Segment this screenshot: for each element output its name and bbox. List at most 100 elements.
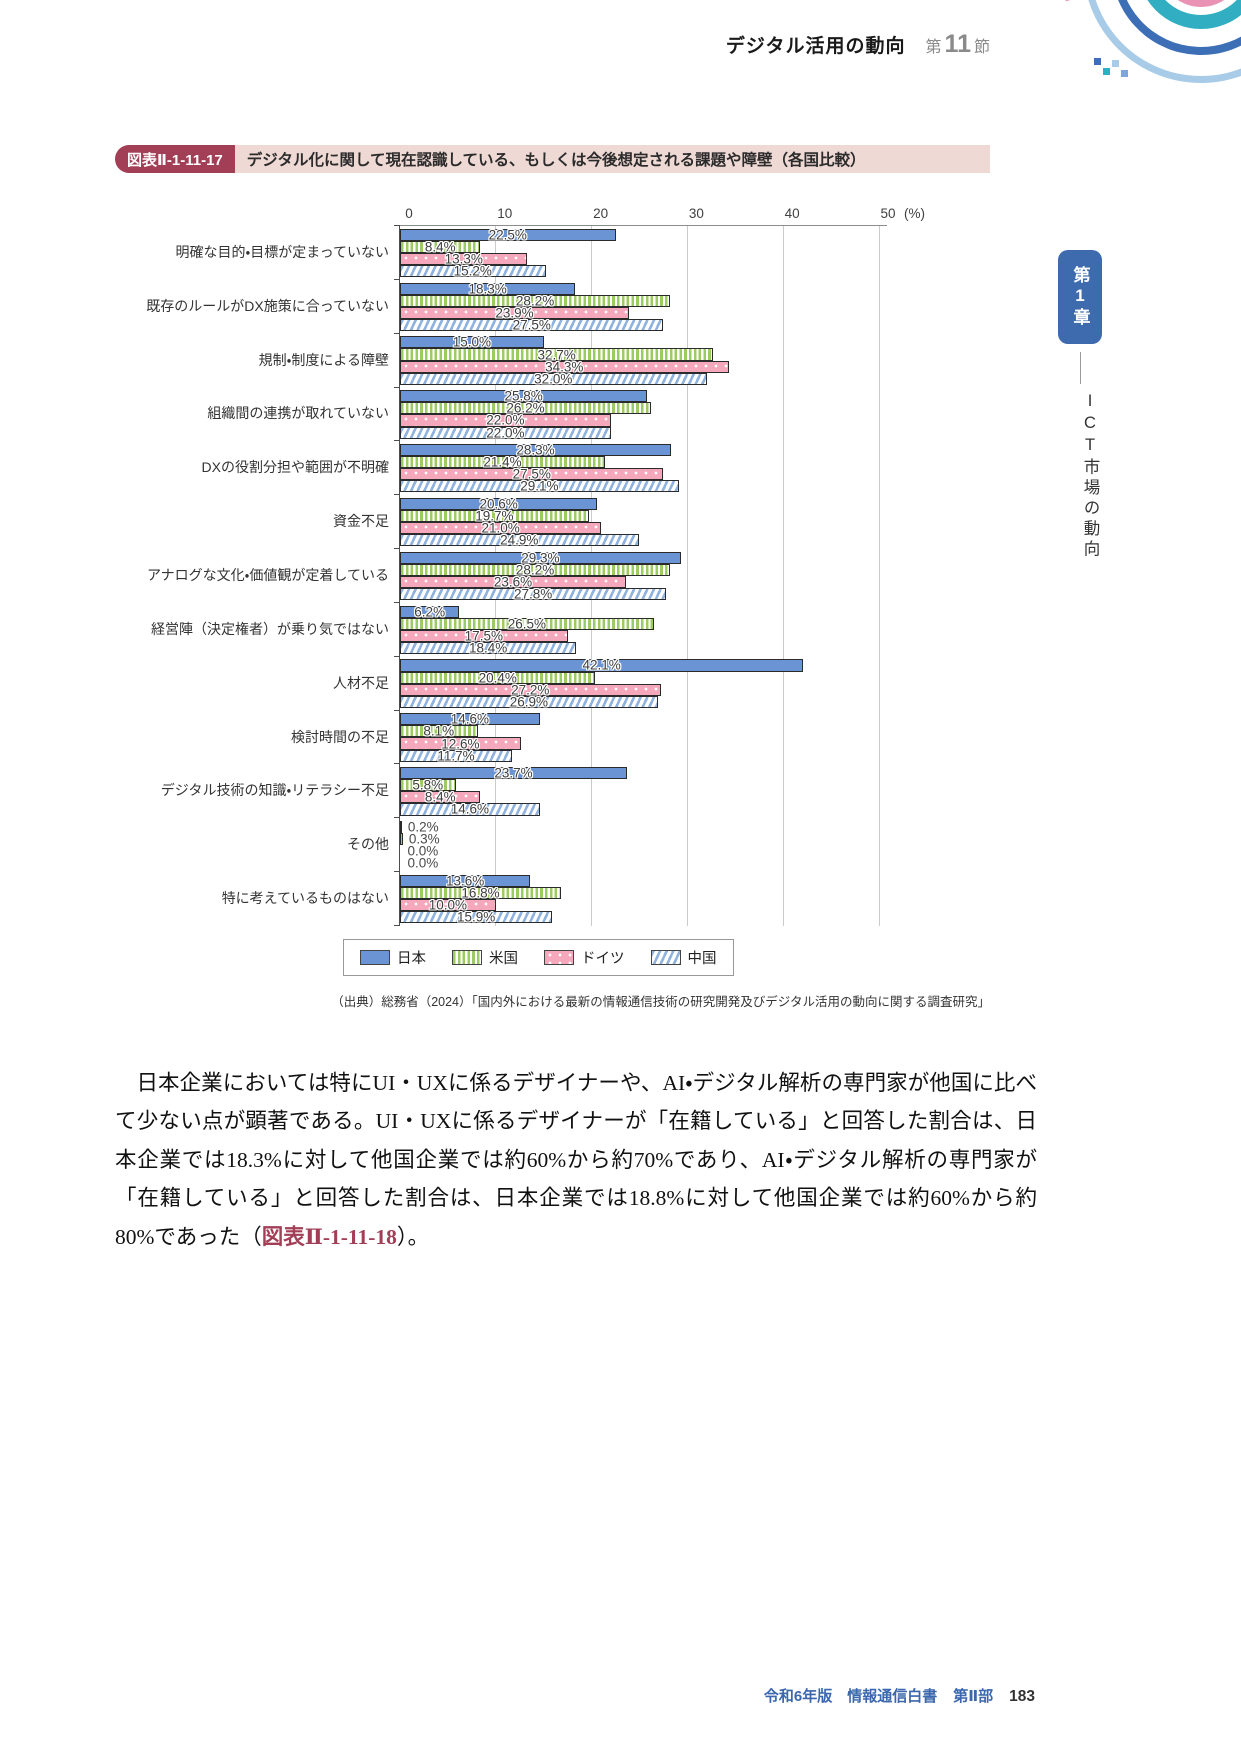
gridline — [782, 226, 784, 926]
figure-title-row: 図表Ⅱ-1-11-17 デジタル化に関して現在認識している、もしくは今後想定され… — [115, 145, 990, 173]
bar-china — [400, 480, 679, 493]
deco-ring-lightblue — [1056, 0, 1241, 110]
bar-row: 6.2% — [400, 605, 887, 618]
category-label: 明確な目的・目標が定まっていない — [175, 243, 390, 260]
footer-part-label: 第Ⅱ部 — [953, 1688, 994, 1705]
page-header: デジタル活用の動向 第 11 節 — [726, 30, 990, 59]
bar-usa — [400, 240, 481, 253]
value-label: 22.5% — [488, 226, 527, 242]
bar-japan — [400, 228, 616, 241]
bar-row: 8.4% — [400, 239, 887, 255]
legend-label-china: 中国 — [687, 951, 717, 967]
legend-label-usa: 米国 — [489, 951, 518, 967]
value-label: 29.1% — [520, 478, 559, 494]
bar-row: 5.8% — [400, 779, 887, 792]
bar-germany — [400, 306, 629, 319]
bar-usa — [400, 833, 403, 846]
deco-ring-teal — [1137, 0, 1241, 29]
bar-china — [400, 911, 553, 924]
bar-row: 20.6% — [400, 497, 887, 510]
legend-item-germany: ドイツ — [544, 947, 625, 968]
value-label: 22.0% — [486, 412, 525, 428]
legend-label-germany: ドイツ — [581, 951, 625, 967]
bar-usa — [400, 886, 561, 899]
figure-title: デジタル化に関して現在認識している、もしくは今後想定される課題や障壁（各国比較） — [234, 145, 990, 173]
value-label: 25.8% — [504, 388, 543, 404]
bar-row: 15.0% — [400, 336, 887, 349]
bar-row: 27.5% — [400, 317, 887, 333]
bar-row: 21.4% — [400, 455, 887, 468]
deco-square — [1112, 60, 1119, 67]
figure-reference-link[interactable]: 図表Ⅱ-1-11-18 — [261, 1224, 397, 1249]
category-label: その他 — [347, 836, 389, 853]
bar-row: 27.2% — [400, 683, 887, 696]
bar-row: 26.5% — [400, 615, 887, 631]
bar-row: 25.8% — [400, 388, 887, 404]
axis-ticks: 0 10 20 30 40 50 (%) — [405, 203, 949, 221]
value-label: 26.5% — [507, 615, 547, 631]
value-label: 18.4% — [468, 640, 508, 656]
legend-swatch-japan — [360, 950, 390, 965]
value-label: 28.3% — [516, 442, 555, 458]
bar-china — [400, 534, 639, 547]
bar-row: 29.3% — [400, 550, 887, 566]
bar-germany — [400, 252, 528, 265]
axis-tick-label: 40 — [784, 206, 800, 221]
value-label: 28.2% — [515, 292, 555, 308]
bar-usa — [400, 779, 456, 792]
axis-tick-label: 10 — [497, 206, 513, 221]
bar-china — [400, 803, 540, 816]
bar-usa — [400, 671, 596, 684]
value-label: 0.2% — [407, 819, 439, 835]
axis-tick-label: 20 — [593, 206, 609, 221]
bar-china — [400, 695, 658, 708]
bar-row: 10.0% — [400, 897, 887, 913]
page-footer: 令和6年版 情報通信白書 第Ⅱ部 183 — [764, 1685, 1035, 1706]
bar-japan — [400, 497, 598, 510]
deco-ring-pink-small — [1159, 0, 1241, 7]
value-label: 26.2% — [506, 400, 545, 416]
bar-china — [400, 426, 611, 439]
value-label: 26.9% — [509, 694, 548, 710]
bar-row: 27.8% — [400, 587, 887, 600]
value-label: 14.6% — [450, 711, 490, 727]
value-label: 8.1% — [423, 723, 455, 739]
bar-row: 18.4% — [400, 640, 887, 656]
bar-row: 0.0% — [400, 844, 887, 857]
bar-row: 15.9% — [400, 909, 887, 925]
value-label: 17.5% — [464, 628, 503, 644]
bar-row: 17.5% — [400, 628, 887, 644]
bar-group: 28.3% 21.4% 27.5% 29.1% — [394, 440, 887, 495]
bar-row: 19.7% — [400, 509, 887, 523]
section-prefix: 第 — [925, 39, 942, 56]
body-text-before-ref: 日本企業においては特にUI・UXに係るデザイナーや、AI・デジタル解析の専門家が… — [115, 1070, 1037, 1249]
value-label: 20.4% — [478, 669, 517, 685]
value-label: 27.5% — [512, 317, 551, 333]
value-label: 29.3% — [521, 550, 560, 566]
bar-china — [400, 264, 546, 278]
bar-group: 29.3% 28.2% 23.6% 27.8% — [394, 548, 887, 603]
bar-usa — [400, 348, 714, 361]
bar-usa — [400, 563, 671, 576]
value-label: 15.9% — [457, 909, 496, 925]
value-label: 11.7% — [437, 747, 475, 763]
bar-usa — [400, 510, 589, 523]
value-label: 16.8% — [461, 885, 500, 901]
value-label: 13.3% — [444, 251, 483, 267]
category-label: 既存のルールがDX施策に合っていない — [146, 297, 389, 314]
category-label: 特に考えているものはない — [221, 890, 389, 907]
bar-usa — [400, 725, 478, 738]
category-label: 資金不足 — [333, 513, 389, 530]
bar-group: 15.0% 32.7% 34.3% 32.0% — [394, 332, 887, 388]
value-label: 8.4% — [424, 239, 456, 255]
bar-row: 28.3% — [400, 442, 887, 458]
value-label: 21.0% — [481, 520, 520, 536]
legend-label-japan: 日本 — [397, 951, 426, 967]
bar-group: 0.2% 0.3% 0.0% 0.0% — [394, 817, 887, 872]
bar-china — [400, 641, 577, 654]
value-label: 32.0% — [534, 370, 573, 386]
value-label: 10.0% — [428, 897, 468, 913]
bar-row: 22.0% — [400, 426, 887, 439]
legend-item-japan: 日本 — [360, 947, 426, 968]
value-label: 15.2% — [453, 263, 492, 279]
